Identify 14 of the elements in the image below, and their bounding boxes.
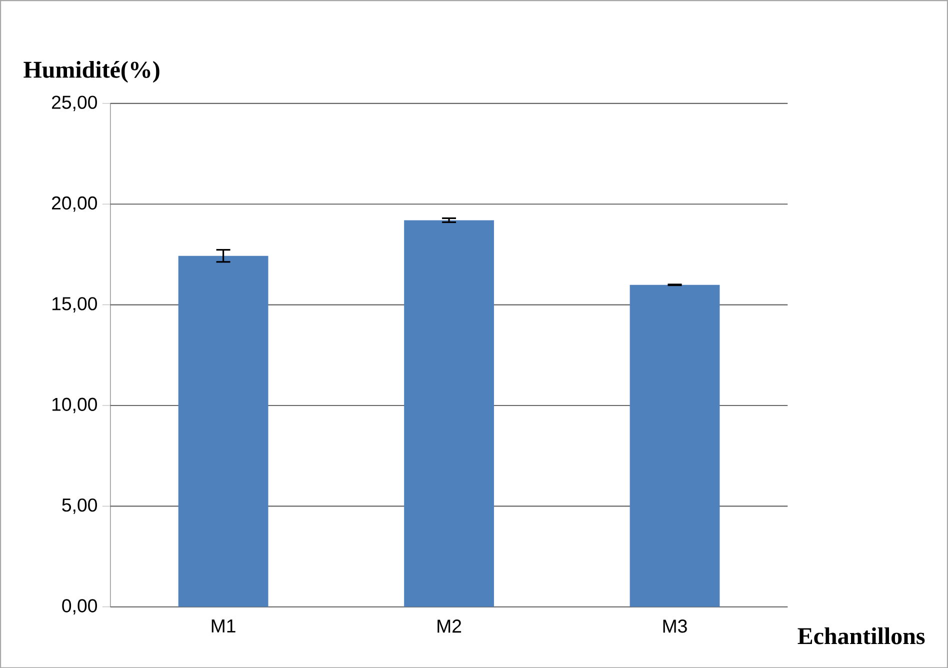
- y-tick-label: 0,00: [62, 598, 97, 614]
- bar: [630, 284, 720, 607]
- y-tick-label: 15,00: [52, 296, 97, 312]
- y-tick-label: 5,00: [62, 498, 97, 514]
- x-axis-title: Echantillons: [798, 627, 925, 644]
- x-tick-label: M1: [212, 619, 236, 632]
- x-tick-label: M3: [663, 619, 687, 633]
- y-tick-label: 20,00: [52, 196, 97, 212]
- y-axis-title: Humidité(%): [24, 60, 160, 83]
- x-tick-label: M2: [438, 619, 462, 632]
- bar: [404, 220, 494, 607]
- bar: [178, 256, 268, 607]
- y-tick-label: 25,00: [52, 96, 97, 111]
- y-tick-label: 10,00: [52, 398, 97, 414]
